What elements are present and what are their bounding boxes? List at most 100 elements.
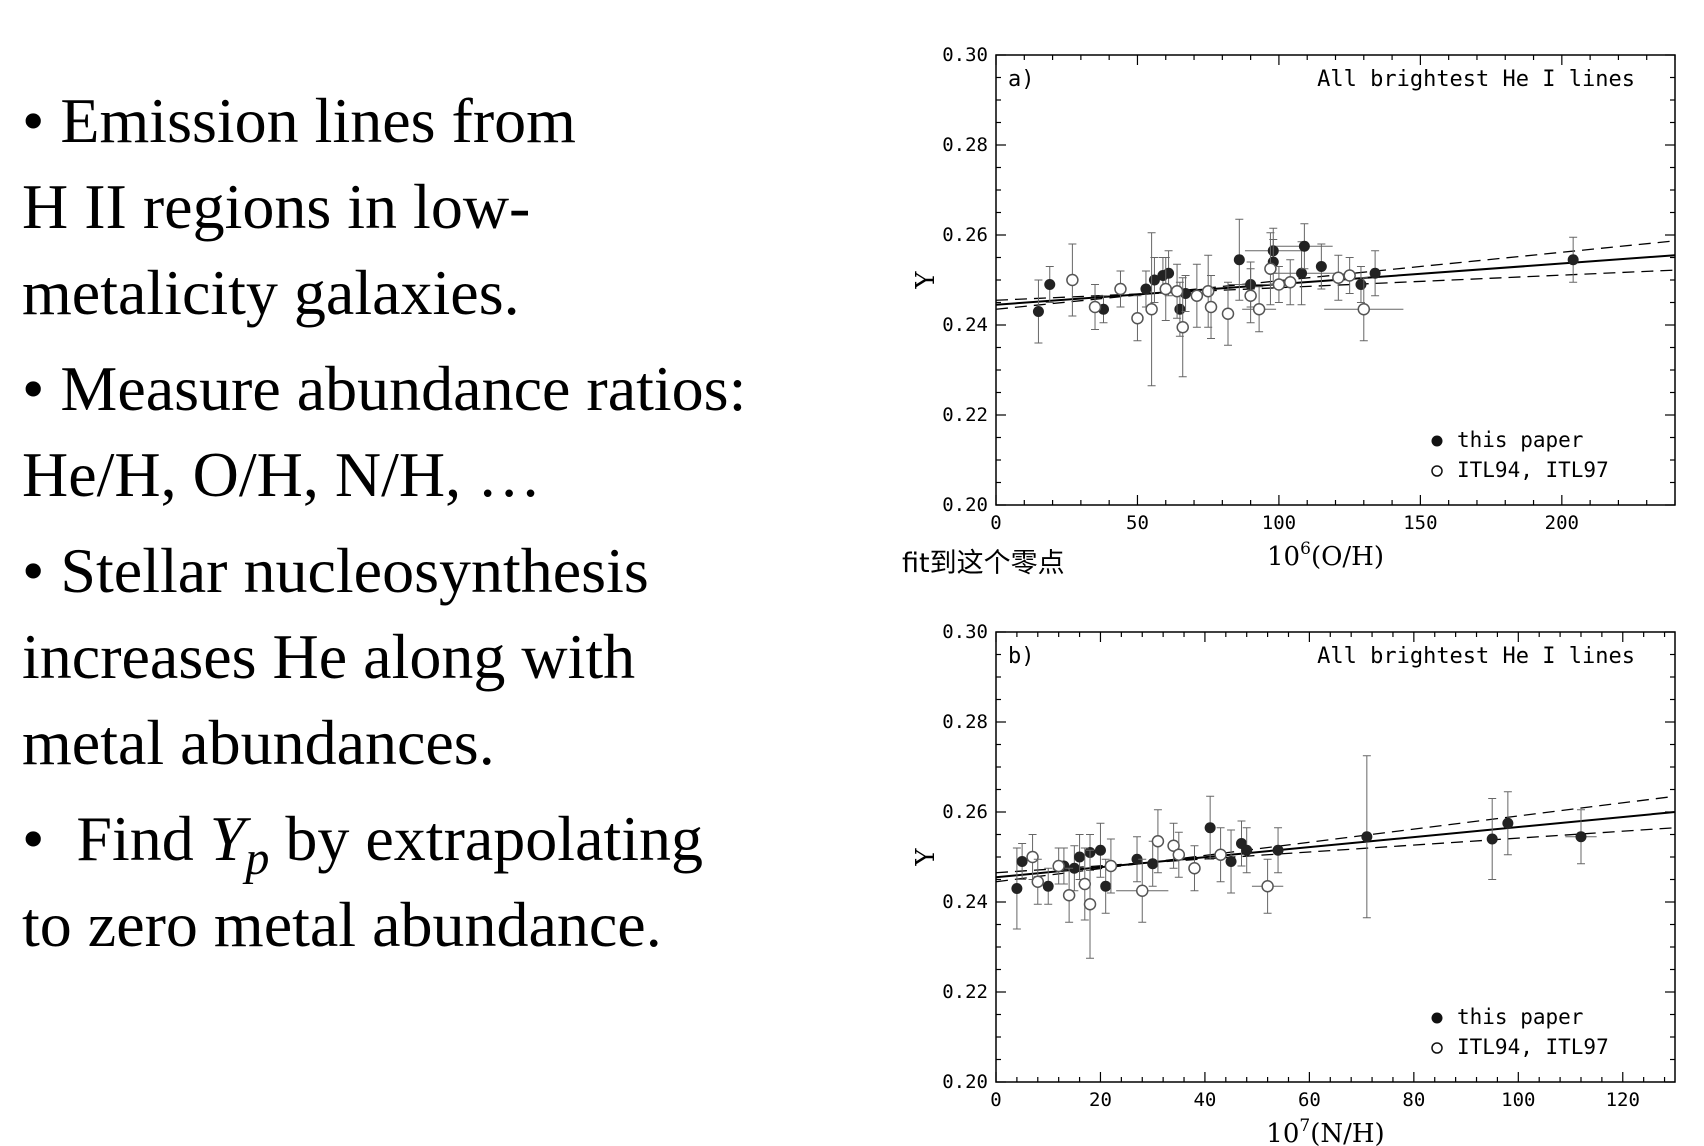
data-point xyxy=(1032,279,1044,344)
data-point xyxy=(1264,232,1277,306)
bullet-find-yp: • Find Yp by extrapolating to zero metal… xyxy=(22,803,704,960)
marker-open xyxy=(1088,300,1102,314)
data-point xyxy=(1088,284,1102,330)
bullet-nucleosynthesis: • Stellar nucleosynthesis increases He a… xyxy=(22,535,649,778)
y-tick-label: 0.28 xyxy=(942,134,988,156)
data-point xyxy=(1233,218,1245,301)
data-point xyxy=(1244,268,1257,324)
data-point xyxy=(1172,831,1186,878)
marker-filled xyxy=(1074,851,1086,863)
marker-open xyxy=(1078,877,1092,891)
marker-filled xyxy=(1174,303,1186,315)
x-tick-label: 200 xyxy=(1545,512,1579,534)
legend-label-this-paper: this paper xyxy=(1457,428,1583,452)
marker-open xyxy=(1176,321,1189,334)
y-axis-label: Y xyxy=(911,271,941,290)
data-point xyxy=(1324,277,1404,342)
legend: this paper ITL94, ITL97 xyxy=(1431,428,1609,482)
data-point xyxy=(1486,798,1498,880)
data-point xyxy=(1332,254,1345,301)
data-point xyxy=(1567,236,1579,283)
x-tick-label: 150 xyxy=(1403,512,1437,534)
legend-label-this-paper: this paper xyxy=(1457,1005,1583,1029)
marker-filled xyxy=(1032,306,1044,317)
marker-open xyxy=(1135,884,1149,897)
marker-filled xyxy=(1100,880,1112,892)
data-point xyxy=(1343,257,1356,294)
marker-open xyxy=(1252,303,1266,316)
series-itl94-itl97 xyxy=(1066,232,1404,387)
marker-open xyxy=(1114,282,1127,296)
data-point xyxy=(1221,281,1235,346)
marker-open xyxy=(1031,875,1045,888)
data-point xyxy=(1159,257,1172,321)
marker-filled xyxy=(1575,831,1587,843)
data-point xyxy=(1502,791,1514,856)
panel-label: b) xyxy=(1008,644,1035,669)
marker-open xyxy=(1062,889,1076,902)
marker-open xyxy=(1343,269,1356,282)
x-tick-label: 0 xyxy=(990,512,1001,534)
data-point xyxy=(1369,250,1381,297)
data-point xyxy=(1242,286,1277,333)
data-point xyxy=(1315,243,1327,290)
marker-filled xyxy=(1140,283,1152,295)
marker-open xyxy=(1214,848,1227,861)
chart-panel-b: 0 20 40 60 80 100 120 0.20 0.22 0.24 0.26 0.28 0.30 Y… xyxy=(911,621,1676,1146)
x-tick-label: 100 xyxy=(1501,1089,1535,1111)
y-tick-label: 0.30 xyxy=(942,621,988,643)
data-point xyxy=(1190,263,1204,328)
legend-label-itl: ITL94, ITL97 xyxy=(1457,1035,1609,1059)
data-point xyxy=(1042,867,1054,905)
series-itl94-itl97 xyxy=(1026,809,1284,959)
data-point xyxy=(1565,809,1597,865)
marker-filled xyxy=(1241,844,1253,856)
x-axis-label: 107(N/H) xyxy=(1266,1116,1384,1146)
marker-filled xyxy=(1567,254,1579,266)
marker-open xyxy=(1172,848,1186,861)
x-tick-label: 40 xyxy=(1193,1089,1216,1111)
marker-open xyxy=(1188,862,1201,875)
marker-filled xyxy=(1016,856,1028,867)
legend-label-itl: ITL94, ITL97 xyxy=(1457,458,1609,482)
x-tick-label: 50 xyxy=(1126,512,1149,534)
data-point xyxy=(1044,266,1056,303)
y-tick-label: 0.20 xyxy=(942,1071,988,1093)
marker-open xyxy=(1221,307,1235,320)
data-point xyxy=(1276,223,1333,270)
marker-filled xyxy=(1298,240,1310,252)
marker-open xyxy=(1151,835,1165,848)
marker-filled xyxy=(1204,822,1216,834)
data-point xyxy=(1148,257,1160,303)
x-tick-label: 20 xyxy=(1089,1089,1112,1111)
marker-filled xyxy=(1068,862,1080,874)
marker-open xyxy=(1104,859,1118,873)
legend-marker-open xyxy=(1431,465,1443,477)
data-point xyxy=(1147,840,1159,887)
x-axis-label: 106(O/H) xyxy=(1267,539,1384,572)
marker-filled xyxy=(1361,831,1373,843)
marker-open xyxy=(1357,303,1371,316)
data-point xyxy=(1151,809,1165,874)
marker-filled xyxy=(1131,853,1143,865)
data-point xyxy=(1131,295,1144,342)
y-axis-ticks: 0.20 0.22 0.24 0.26 0.28 0.30 xyxy=(942,44,1675,516)
marker-filled xyxy=(1296,267,1308,279)
x-tick-label: 100 xyxy=(1262,512,1296,534)
data-point xyxy=(1272,827,1284,874)
y-tick-label: 0.30 xyxy=(942,44,988,66)
x-tick-label: 80 xyxy=(1402,1089,1425,1111)
marker-open xyxy=(1052,859,1065,873)
bullet-list: • Emission lines from H II regions in lo… xyxy=(22,78,882,978)
data-point xyxy=(1204,275,1218,339)
marker-filled xyxy=(1011,883,1023,894)
data-point xyxy=(1204,795,1216,860)
marker-open xyxy=(1170,285,1184,298)
legend-marker-filled xyxy=(1431,1012,1443,1024)
data-point xyxy=(1283,259,1297,306)
y-axis-ticks: 0.20 0.22 0.24 0.26 0.28 0.30 xyxy=(942,621,1675,1093)
chart-title: All brightest He I lines xyxy=(1317,67,1635,92)
marker-filled xyxy=(1355,279,1367,290)
data-point xyxy=(1016,843,1028,880)
